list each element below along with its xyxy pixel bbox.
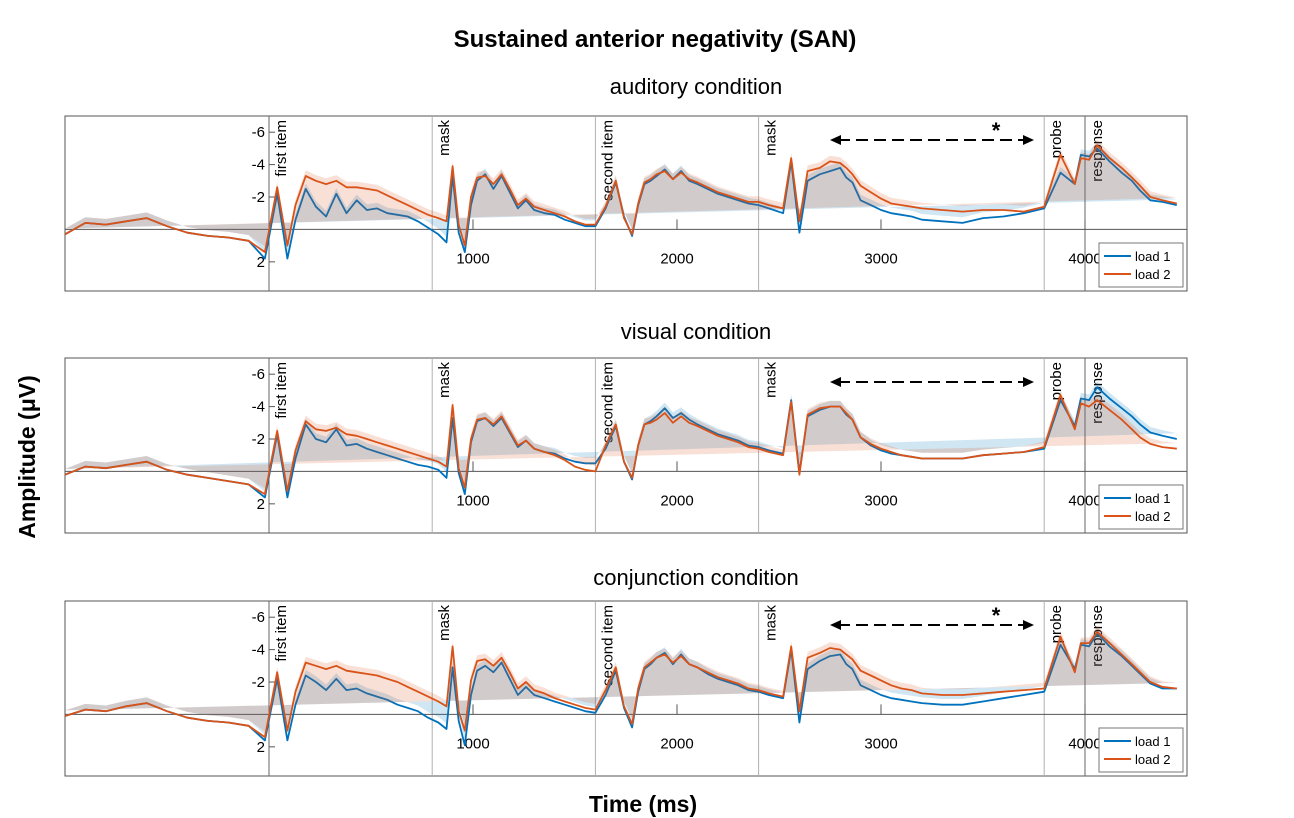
event-label: mask (436, 605, 453, 641)
event-label: mask (763, 605, 780, 641)
y-tick-label: 2 (257, 254, 265, 271)
arrow-head-left (830, 620, 841, 630)
x-tick-label: 4000 (1068, 250, 1101, 267)
arrow-head-right (1023, 620, 1034, 630)
event-label: second item (599, 120, 616, 201)
legend-label: load 1 (1135, 734, 1170, 749)
series-line (64, 632, 1177, 747)
y-tick-label: -2 (252, 674, 265, 691)
event-label: probe (1048, 120, 1065, 158)
panel-title: conjunction condition (593, 565, 798, 590)
legend-label: load 1 (1135, 249, 1170, 264)
y-tick-label: -4 (252, 399, 265, 416)
y-tick-label: -6 (252, 609, 265, 626)
event-label: second item (599, 605, 616, 686)
y-tick-label: -4 (252, 157, 265, 174)
panel-2: visual condition first item mask second ite… (64, 319, 1188, 534)
x-tick-label: 3000 (864, 492, 897, 509)
arrow-head-left (830, 377, 841, 387)
event-label: mask (763, 120, 780, 156)
y-axis-label: Amplitude (μV) (14, 375, 40, 539)
legend-label: load 2 (1135, 509, 1170, 524)
x-tick-label: 1000 (456, 735, 489, 752)
arrow-head-right (1023, 135, 1034, 145)
series-line (64, 630, 1177, 738)
legend (1098, 727, 1184, 773)
arrow-head-right (1023, 377, 1034, 387)
series-line (64, 144, 1177, 254)
arrow-head-left (830, 135, 841, 145)
significance-star: * (992, 603, 1001, 628)
series-band (65, 139, 1177, 247)
event-label: first item (273, 362, 290, 419)
event-label: first item (273, 120, 290, 177)
x-tick-label: 1000 (456, 492, 489, 509)
chart-title: Sustained anterior negativity (SAN) (454, 26, 857, 53)
x-tick-label: 3000 (864, 250, 897, 267)
x-tick-label: 2000 (660, 735, 693, 752)
event-label: probe (1048, 605, 1065, 643)
event-label: mask (436, 362, 453, 398)
event-label: mask (763, 362, 780, 398)
significance-star: * (992, 118, 1001, 143)
y-tick-label: -2 (252, 189, 265, 206)
event-label: first item (273, 605, 290, 662)
x-tick-label: 1000 (456, 250, 489, 267)
y-tick-label: 2 (257, 496, 265, 513)
series-line (64, 147, 1177, 260)
event-label: probe (1048, 362, 1065, 400)
legend-label: load 1 (1135, 491, 1170, 506)
plot-frame (64, 357, 1188, 534)
y-tick-label: -6 (252, 366, 265, 383)
y-tick-label: 2 (257, 739, 265, 756)
series-line (64, 394, 1177, 496)
panel-title: auditory condition (610, 74, 782, 99)
y-tick-label: -4 (252, 642, 265, 659)
x-tick-label: 2000 (660, 492, 693, 509)
x-tick-label: 3000 (864, 735, 897, 752)
x-axis-label: Time (ms) (589, 791, 697, 817)
y-tick-label: -6 (252, 124, 265, 141)
event-label: mask (436, 120, 453, 156)
plot-frame (64, 600, 1188, 777)
legend (1098, 484, 1184, 530)
panel-3: conjunction condition first item mask secon… (64, 565, 1188, 777)
y-tick-label: -2 (252, 431, 265, 448)
event-label: second item (599, 362, 616, 443)
x-tick-label: 4000 (1068, 492, 1101, 509)
x-tick-label: 4000 (1068, 735, 1101, 752)
legend-label: load 2 (1135, 267, 1170, 282)
event-label: response (1089, 120, 1106, 182)
panel-1: auditory condition first item mask second i… (64, 74, 1188, 292)
plot-frame (64, 115, 1188, 292)
x-tick-label: 2000 (660, 250, 693, 267)
panel-title: visual condition (621, 319, 771, 344)
event-label: response (1089, 362, 1106, 424)
legend-label: load 2 (1135, 752, 1170, 767)
event-label: response (1089, 605, 1106, 667)
legend (1098, 242, 1184, 288)
